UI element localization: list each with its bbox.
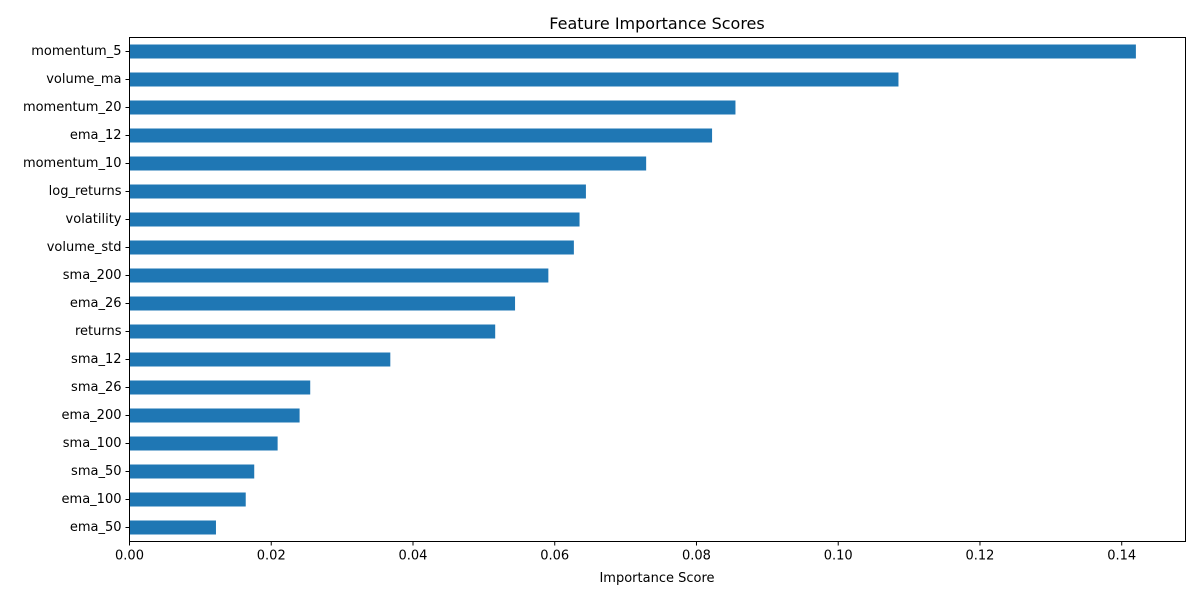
- y-tick-label-ema-26: ema_26: [70, 296, 122, 311]
- x-axis-label: Importance Score: [599, 571, 714, 586]
- y-tick-label-ema-50: ema_50: [70, 520, 122, 535]
- bar-momentum-10: [129, 156, 647, 171]
- bar-momentum-20: [129, 100, 736, 115]
- y-tick-label-sma-200: sma_200: [63, 268, 122, 283]
- y-tick-label-ema-12: ema_12: [70, 128, 122, 143]
- y-tick-label-volume-std: volume_std: [47, 240, 122, 255]
- x-tick-label-4: 0.08: [682, 549, 711, 564]
- y-tick-label-sma-12: sma_12: [71, 352, 121, 367]
- plot-frame: [129, 37, 1186, 542]
- bar-ema-200: [129, 408, 300, 423]
- x-tick-label-0: 0.00: [115, 549, 144, 564]
- x-tick-label-3: 0.06: [540, 549, 569, 564]
- x-tick-label-7: 0.14: [1107, 549, 1136, 564]
- bar-ema-26: [129, 296, 516, 311]
- y-tick-label-log-returns: log_returns: [49, 184, 122, 199]
- bar-sma-26: [129, 380, 311, 395]
- y-axis: momentum_5 volume_ma momentum_20 ema_12mome…: [23, 44, 130, 535]
- y-tick-label-momentum-10: momentum_10: [23, 156, 122, 171]
- y-tick-label-ema-200: ema_200: [62, 408, 122, 423]
- bar-log-returns: [129, 184, 586, 199]
- bar-volume-ma: [129, 72, 899, 87]
- y-tick-label-momentum-5: momentum_5: [31, 44, 121, 59]
- bar-momentum-5: [129, 44, 1136, 59]
- y-tick-label-momentum-20: momentum_20: [23, 100, 122, 115]
- bar-sma-100: [129, 436, 278, 451]
- x-tick-label-2: 0.04: [399, 549, 428, 564]
- x-axis: 0.00 0.02 0.04 0.06 0.08 0.10 0.12 0.14: [115, 541, 1136, 564]
- bar-volatility: [129, 212, 580, 227]
- y-tick-label-sma-100: sma_100: [63, 436, 122, 451]
- y-tick-label-volume-ma: volume_ma: [46, 72, 121, 87]
- bar-sma-50: [129, 464, 255, 479]
- y-tick-label-returns: returns: [75, 324, 122, 339]
- bar-volume-std: [129, 240, 574, 255]
- bars-group: [129, 44, 1136, 535]
- y-tick-label-ema-100: ema_100: [62, 492, 122, 507]
- bar-sma-200: [129, 268, 549, 283]
- chart-title: Feature Importance Scores: [549, 14, 764, 33]
- bar-returns: [129, 324, 496, 339]
- y-tick-label-sma-50: sma_50: [71, 464, 121, 479]
- x-tick-label-5: 0.10: [824, 549, 853, 564]
- bar-ema-12: [129, 128, 713, 143]
- bar-sma-12: [129, 352, 391, 367]
- y-tick-label-volatility: volatility: [66, 212, 122, 227]
- bar-ema-50: [129, 520, 216, 535]
- x-tick-label-1: 0.02: [257, 549, 286, 564]
- bar-ema-100: [129, 492, 246, 507]
- y-tick-label-sma-26: sma_26: [71, 380, 121, 395]
- x-tick-label-6: 0.12: [965, 549, 994, 564]
